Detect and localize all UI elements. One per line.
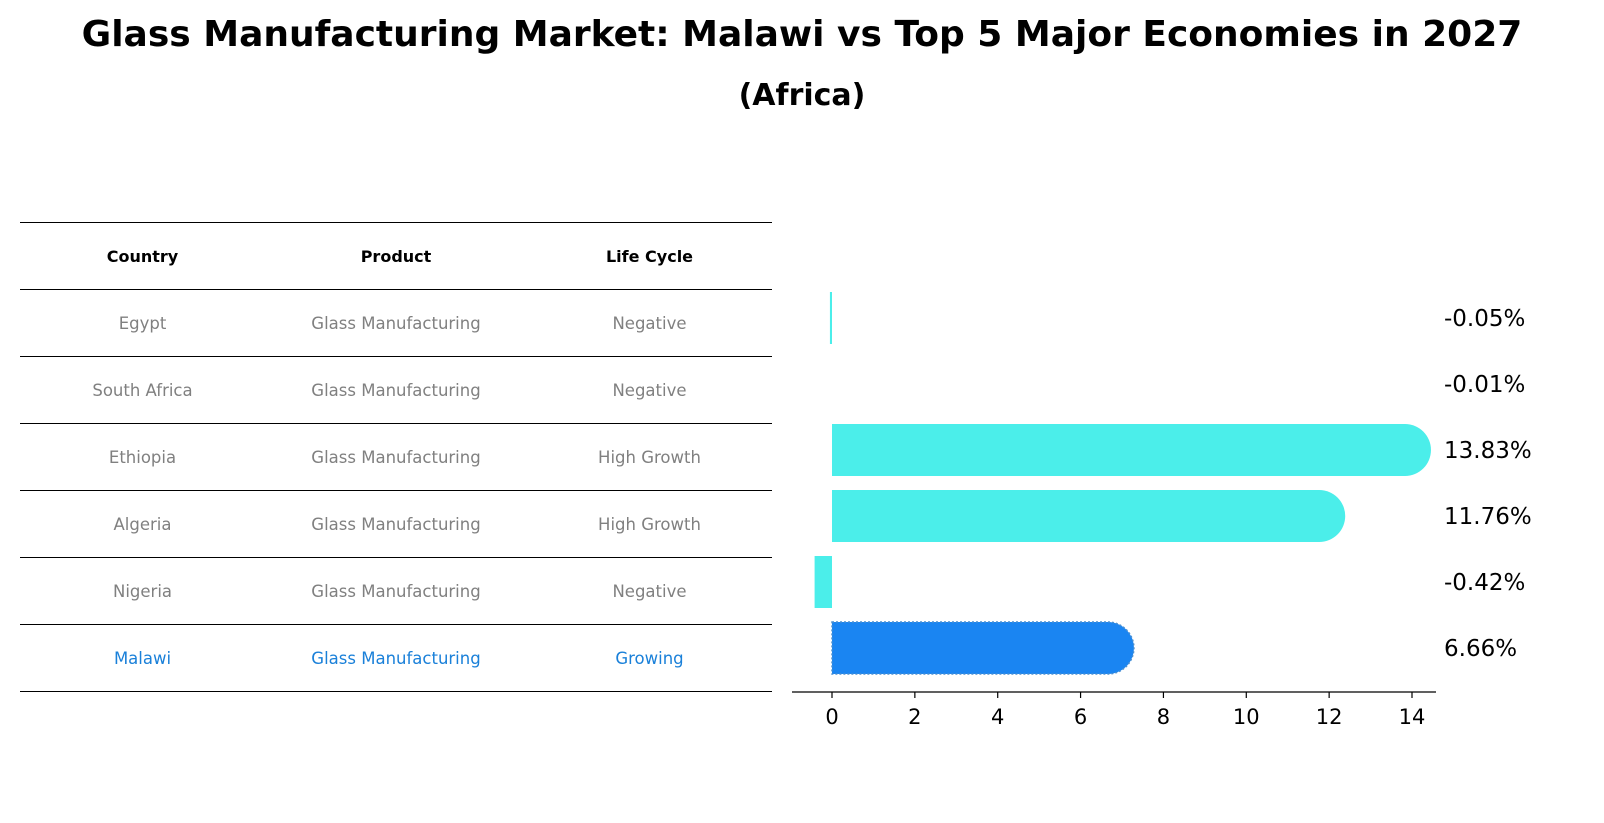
product-cell: Glass Manufacturing [311, 313, 481, 333]
product-cell: Glass Manufacturing [311, 447, 481, 467]
chart-title: Glass Manufacturing Market: Malawi vs To… [81, 14, 1523, 55]
x-tick-label: 8 [1157, 705, 1170, 729]
header-country: Country [106, 246, 179, 266]
header-life-cycle: Life Cycle [605, 246, 694, 266]
table-row: Algeria Glass Manufacturing High Growth [20, 490, 772, 557]
data-label-malawi: 6.66% [1444, 636, 1517, 662]
x-tick-label: 2 [908, 705, 921, 729]
x-tick-label: 14 [1399, 705, 1426, 729]
data-table: Country Product Life Cycle Egypt Glass M… [20, 222, 772, 692]
table-row: Nigeria Glass Manufacturing Negative [20, 557, 772, 624]
life-cycle-cell: Negative [612, 380, 687, 400]
country-cell: Nigeria [112, 581, 173, 601]
country-cell: Ethiopia [108, 447, 177, 467]
life-cycle-cell: Negative [612, 313, 687, 333]
data-label-algeria: 11.76% [1444, 504, 1532, 530]
country-cell: Egypt [118, 313, 167, 333]
bar-egypt [829, 292, 832, 344]
table-header-row: Country Product Life Cycle [20, 222, 772, 289]
bar-algeria [832, 490, 1346, 542]
x-tick-label: 12 [1316, 705, 1343, 729]
x-tick-label: 0 [825, 705, 838, 729]
table-row: South Africa Glass Manufacturing Negativ… [20, 356, 772, 423]
country-cell: Malawi [113, 648, 172, 668]
bar-ethiopia [832, 424, 1431, 476]
product-cell: Glass Manufacturing [311, 648, 481, 668]
table-row-highlight: Malawi Glass Manufacturing Growing [20, 624, 772, 692]
table-row: Egypt Glass Manufacturing Negative [20, 289, 772, 356]
x-tick-label: 4 [991, 705, 1004, 729]
table-row: Ethiopia Glass Manufacturing High Growth [20, 423, 772, 490]
life-cycle-cell: High Growth [598, 447, 701, 467]
country-cell: Algeria [113, 514, 172, 534]
life-cycle-cell: Negative [612, 581, 687, 601]
product-cell: Glass Manufacturing [311, 380, 481, 400]
x-tick-label: 6 [1074, 705, 1087, 729]
bar-chart: -0.05% -0.01% 13.83% 11.76% -0.42% 6.66% 0 2 4 6 8… [792, 292, 1532, 729]
life-cycle-cell: Growing [615, 648, 684, 668]
product-cell: Glass Manufacturing [311, 514, 481, 534]
x-tick-label: 10 [1233, 705, 1260, 729]
data-label-egypt: -0.05% [1444, 306, 1525, 332]
header-product: Product [360, 246, 432, 266]
data-label-ethiopia: 13.83% [1444, 438, 1532, 464]
data-label-south-africa: -0.01% [1444, 372, 1525, 398]
chart-subtitle: (Africa) [738, 78, 866, 113]
data-label-nigeria: -0.42% [1444, 570, 1525, 596]
country-cell: South Africa [92, 380, 193, 400]
bar-nigeria [814, 556, 832, 608]
life-cycle-cell: High Growth [598, 514, 701, 534]
bar-malawi [831, 621, 1135, 675]
product-cell: Glass Manufacturing [311, 581, 481, 601]
